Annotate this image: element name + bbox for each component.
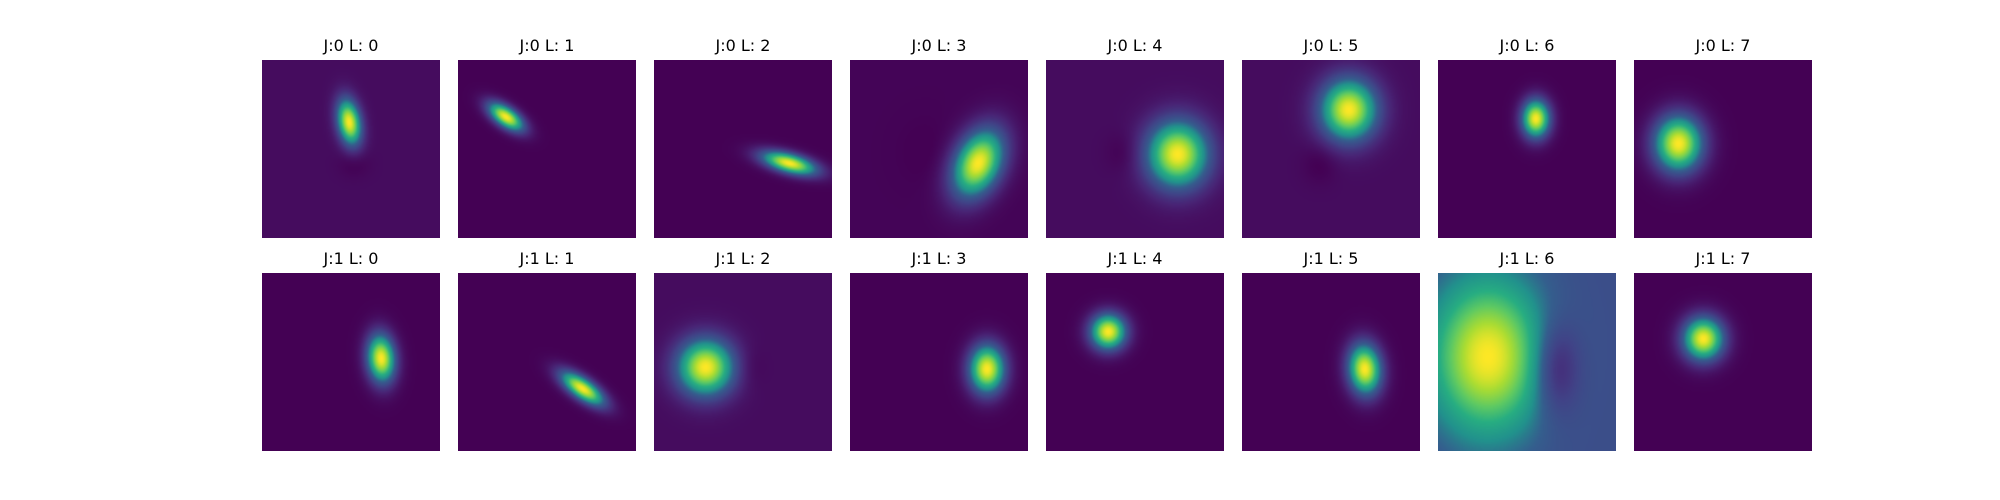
panel-title: J:0 L: 6 (1499, 36, 1555, 55)
filter-heatmap-image (262, 60, 440, 238)
filter-heatmap-image (850, 273, 1028, 451)
filter-heatmap-image (458, 273, 636, 451)
panel-title: J:1 L: 6 (1499, 249, 1555, 268)
filter-heatmap-image (1438, 60, 1616, 238)
panel-title: J:0 L: 5 (1303, 36, 1359, 55)
filter-heatmap-image (1046, 273, 1224, 451)
panel-title: J:1 L: 5 (1303, 249, 1359, 268)
filter-heatmap-image (1242, 273, 1420, 451)
filter-heatmap-image (262, 273, 440, 451)
panel-title: J:0 L: 1 (519, 36, 575, 55)
filter-heatmap-image (654, 273, 832, 451)
filter-heatmap-image (1438, 273, 1616, 451)
panel-title: J:0 L: 0 (323, 36, 379, 55)
panel-title: J:1 L: 1 (519, 249, 575, 268)
filter-heatmap-image (458, 60, 636, 238)
filter-heatmap-image (1634, 60, 1812, 238)
filter-heatmap-image (1242, 60, 1420, 238)
panel-title: J:1 L: 4 (1107, 249, 1163, 268)
panel-title: J:1 L: 3 (911, 249, 967, 268)
panel-title: J:0 L: 7 (1695, 36, 1751, 55)
filter-heatmap-image (1046, 60, 1224, 238)
panel-title: J:1 L: 0 (323, 249, 379, 268)
panel-title: J:0 L: 2 (715, 36, 771, 55)
panel-title: J:0 L: 3 (911, 36, 967, 55)
panel-title: J:1 L: 2 (715, 249, 771, 268)
filter-heatmap-image (1634, 273, 1812, 451)
panel-title: J:1 L: 7 (1695, 249, 1751, 268)
filter-heatmap-image (850, 60, 1028, 238)
filter-heatmap-image (654, 60, 832, 238)
panel-title: J:0 L: 4 (1107, 36, 1163, 55)
